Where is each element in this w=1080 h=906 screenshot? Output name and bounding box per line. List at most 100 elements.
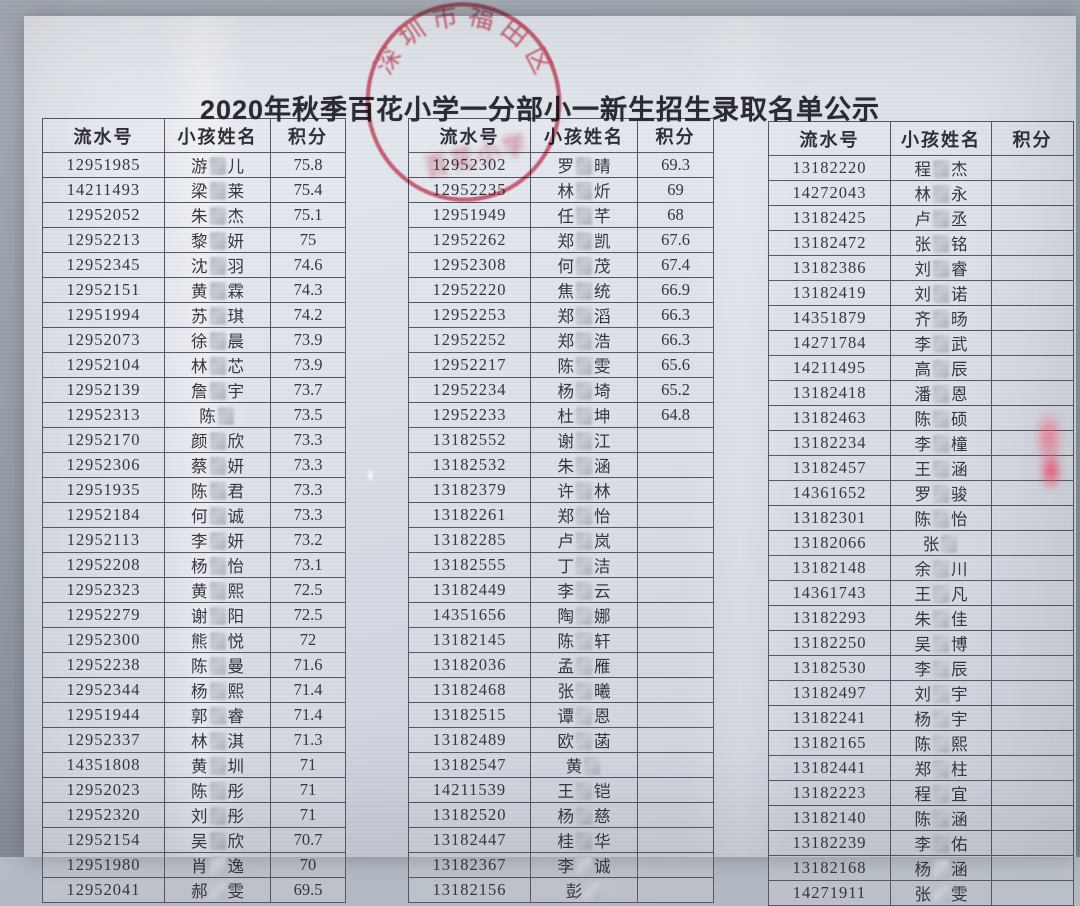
score-cell: 66.3 (637, 327, 714, 353)
redacted-name-blur (209, 382, 226, 400)
child-name-cell: 蔡妍 (164, 452, 271, 478)
serial-number-cell: 12952073 (42, 327, 165, 353)
name-last-char: 铠 (594, 782, 611, 801)
table-row: 14211493 梁莱 75.4 (42, 177, 346, 203)
serial-number-cell: 12952320 (42, 802, 165, 828)
serial-number-cell: 12952113 (42, 527, 165, 553)
serial-number-cell: 13182418 (768, 380, 891, 406)
score-cell: 73.3 (270, 502, 346, 528)
redacted-name-blur (209, 257, 226, 275)
table-row: 13182386 刘睿 (768, 255, 1074, 281)
child-name-cell: 李辰 (890, 655, 992, 681)
child-name-cell: 张曦 (530, 677, 638, 703)
score-cell (637, 577, 714, 603)
name-surname: 陈 (914, 810, 932, 829)
score-cell (637, 552, 714, 578)
score-cell: 68 (637, 202, 714, 228)
table-row: 12952139 詹宇 73.7 (42, 377, 346, 403)
score-cell (637, 777, 714, 803)
redacted-name-blur (933, 860, 949, 878)
redacted-name-blur (209, 707, 226, 725)
score-cell (991, 830, 1074, 856)
table-row: 13182168 杨涵 (768, 855, 1074, 881)
name-surname: 程 (914, 785, 932, 804)
name-last-char: 娜 (594, 607, 611, 626)
name-last-char: 岚 (594, 532, 611, 551)
child-name-cell: 熊悦 (164, 627, 271, 653)
child-name-cell: 卢岚 (530, 527, 638, 553)
serial-number-cell: 12951935 (42, 477, 165, 503)
name-last-char: 杰 (951, 160, 968, 179)
name-last-char: 杰 (227, 207, 245, 226)
score-cell (637, 677, 714, 703)
serial-number-cell: 14211495 (768, 355, 891, 381)
table-row: 13182547 黄 (408, 752, 714, 778)
score-cell: 75.1 (270, 202, 346, 228)
roster-table-1: 流水号 小孩姓名 积分 12951985 游儿 75.8 14211493 梁莱 75.4 12… (42, 118, 346, 903)
redacted-name-blur (576, 707, 592, 725)
name-surname: 陈 (914, 410, 932, 429)
child-name-cell: 陈硕 (890, 405, 992, 431)
score-cell (991, 780, 1074, 806)
table-row: 13182156 彭 (408, 877, 714, 903)
column-header: 流水号 (408, 118, 531, 153)
child-name-cell: 余川 (890, 555, 992, 581)
name-last-char: 曦 (594, 682, 611, 701)
redacted-name-blur (576, 607, 592, 625)
table-row: 13182418 潘恩 (768, 380, 1074, 406)
table-row: 14351879 齐旸 (768, 305, 1074, 331)
table-row: 12952323 黄熙 72.5 (42, 577, 346, 603)
name-last-char: 雯 (951, 885, 968, 904)
table-row: 13182449 李云 (408, 577, 714, 603)
child-name-cell: 黄熙 (164, 577, 271, 603)
table-row: 12952308 何茂 67.4 (408, 252, 714, 278)
serial-number-cell: 12952252 (408, 327, 531, 353)
serial-number-cell: 13182367 (408, 852, 531, 878)
child-name-cell: 陈彤 (164, 777, 271, 803)
name-surname: 陈 (557, 632, 575, 651)
table-row: 13182555 丁洁 (408, 552, 714, 578)
name-last-char: 凯 (594, 232, 611, 251)
redacted-name-blur (933, 410, 949, 428)
svg-text:深圳市福田区: 深圳市福田区 (359, 0, 561, 122)
score-cell: 65.2 (637, 377, 714, 403)
name-surname: 吴 (914, 635, 932, 654)
table-row: 12952279 谢阳 72.5 (42, 602, 346, 628)
redacted-name-blur (576, 657, 592, 675)
serial-number-cell: 14351808 (42, 752, 165, 778)
redacted-name-blur (576, 532, 592, 550)
redacted-name-blur (576, 582, 592, 600)
serial-number-cell: 12951985 (42, 152, 165, 178)
name-surname: 卢 (557, 532, 575, 551)
serial-number-cell: 12952220 (408, 277, 531, 303)
table-row: 12952208 杨怡 73.1 (42, 552, 346, 578)
name-surname: 罗 (557, 157, 575, 176)
table-row: 12952344 杨熙 71.4 (42, 677, 346, 703)
redacted-name-blur (576, 832, 592, 850)
name-surname: 李 (914, 660, 932, 679)
score-cell (637, 527, 714, 553)
score-cell: 73.9 (270, 352, 346, 378)
name-surname: 朱 (914, 610, 932, 629)
serial-number-cell: 13182168 (768, 855, 891, 881)
name-surname: 黄 (565, 757, 583, 776)
name-surname: 王 (557, 782, 575, 801)
child-name-cell: 林芯 (164, 352, 271, 378)
child-name-cell: 郑柱 (890, 755, 992, 781)
name-last-char: 羽 (227, 257, 245, 276)
score-cell: 71.4 (270, 702, 346, 728)
redacted-name-blur (576, 157, 592, 175)
name-last-char: 云 (594, 582, 611, 601)
serial-number-cell: 14361743 (768, 580, 891, 606)
name-last-char: 悦 (227, 632, 245, 651)
serial-number-cell: 13182301 (768, 505, 891, 531)
name-surname: 刘 (914, 285, 932, 304)
redacted-name-blur (933, 785, 949, 803)
child-name-cell: 杨熙 (164, 677, 271, 703)
score-cell: 75.8 (270, 152, 346, 178)
table-row: 14211495 高辰 (768, 355, 1074, 381)
score-cell: 67.6 (637, 227, 714, 253)
redacted-name-blur (933, 660, 949, 678)
child-name-cell: 陈 (164, 402, 271, 428)
name-surname: 朱 (191, 207, 208, 226)
